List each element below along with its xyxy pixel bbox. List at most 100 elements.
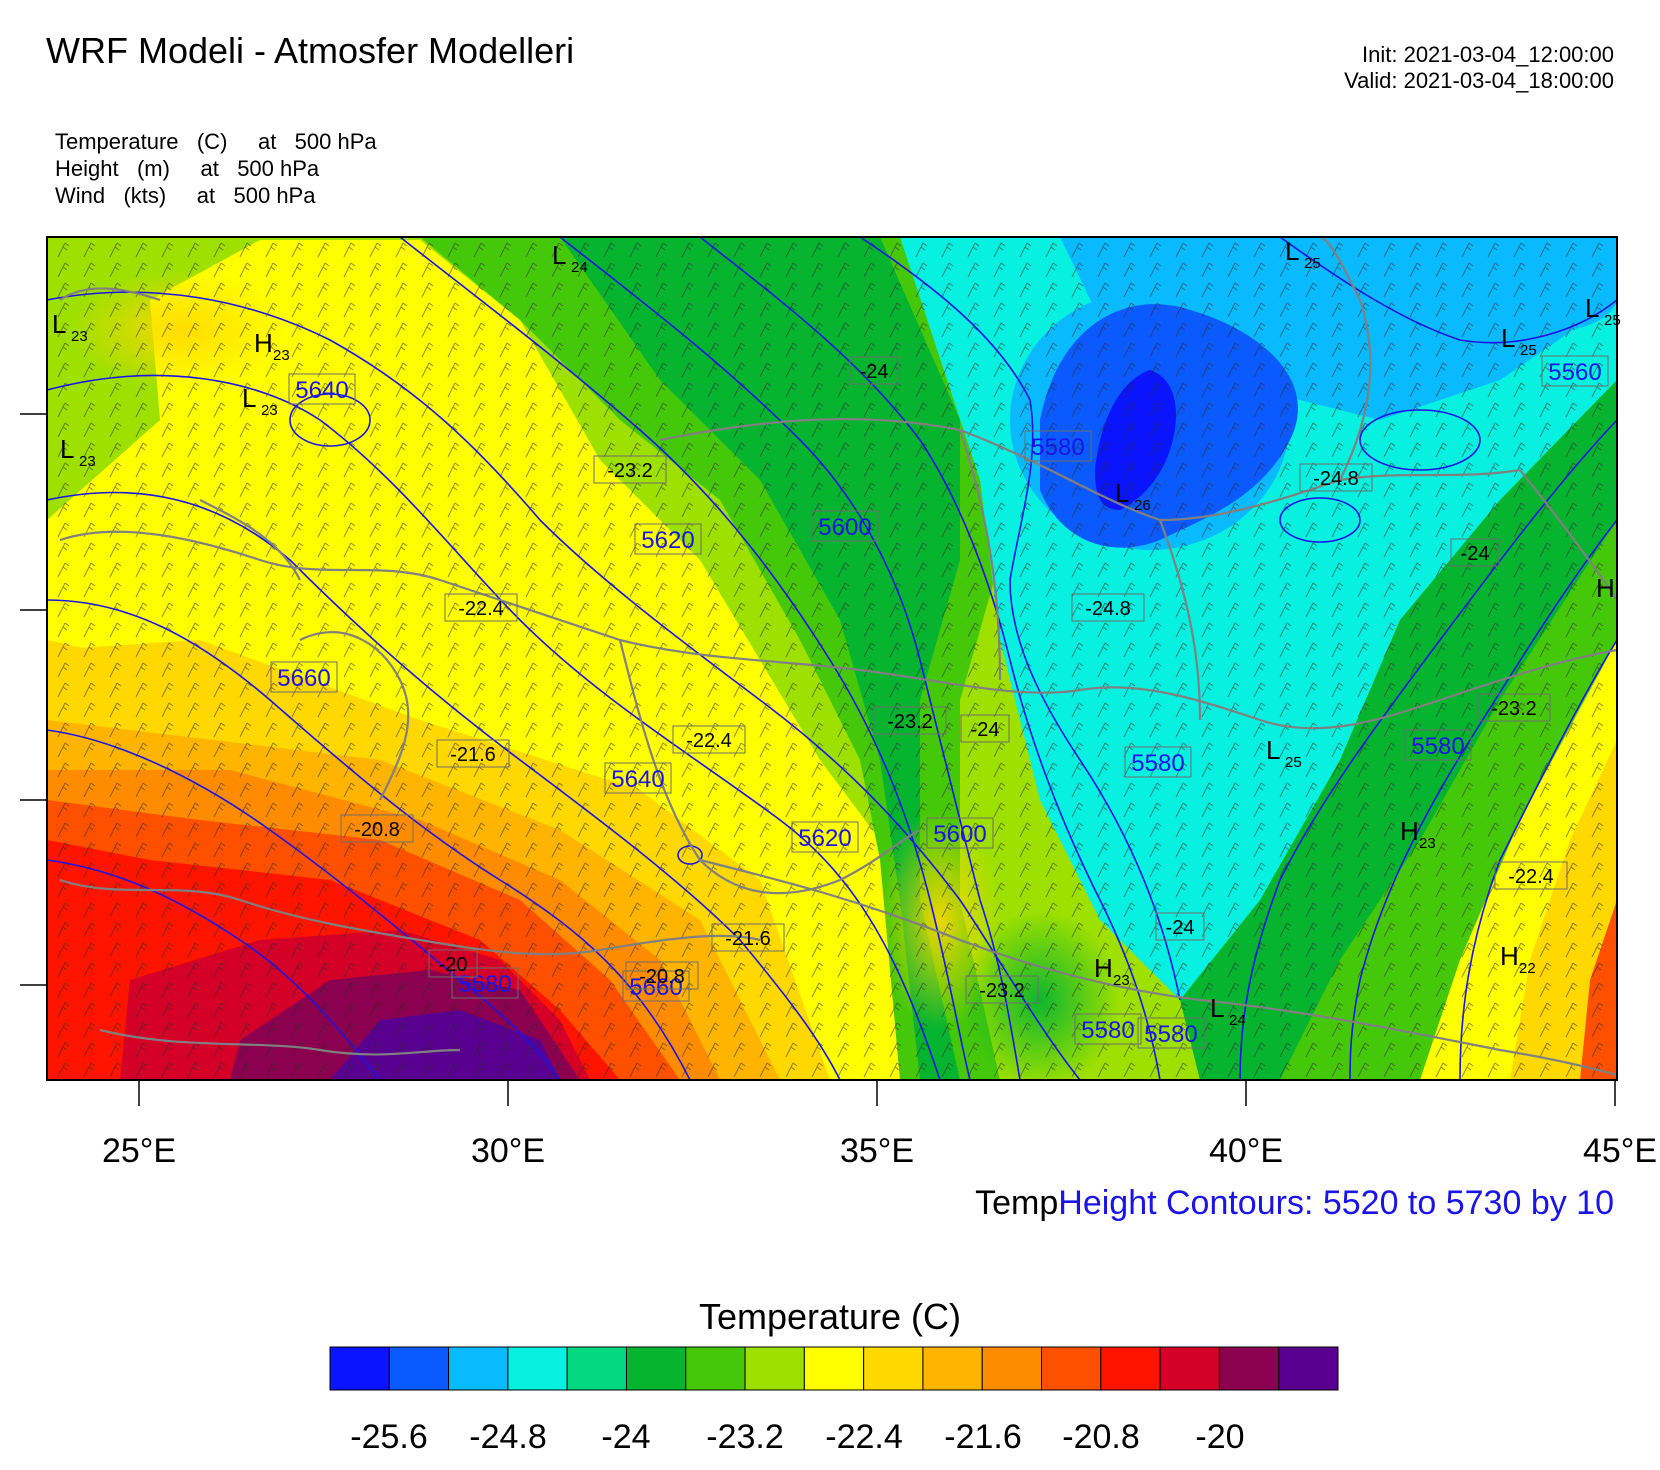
- colorbar-swatch: [625, 1346, 687, 1391]
- height-label: 5680: [458, 971, 511, 998]
- height-label-box: [622, 970, 690, 1002]
- valid-time: Valid: 2021-03-04_18:00:00: [1344, 68, 1614, 93]
- temp-label-box: [1477, 693, 1551, 722]
- temp-label: -23.2: [1491, 698, 1537, 720]
- pressure-center-value: 24: [571, 259, 588, 276]
- pressure-center-value: 25: [1304, 255, 1321, 272]
- height-label: 5660: [277, 665, 330, 692]
- pressure-center: H: [1596, 573, 1615, 603]
- temp-label: -22.4: [1508, 866, 1554, 888]
- temp-label: -20.8: [354, 819, 400, 841]
- init-time: Init: 2021-03-04_12:00:00: [1362, 42, 1614, 67]
- temp-label-box: [625, 961, 699, 990]
- colorbar-label: -22.4: [825, 1418, 903, 1456]
- pressure-center-value: 25: [1604, 312, 1621, 329]
- temp-label: -22.4: [458, 598, 504, 620]
- pressure-center-value: 26: [1134, 497, 1151, 514]
- temp-label: -24.8: [1313, 468, 1359, 490]
- pressure-center: L: [60, 434, 74, 464]
- map-frame: [46, 236, 1618, 1081]
- temp-label-box: [436, 739, 510, 768]
- temp-label-box: [593, 455, 667, 484]
- lon-label-30e: 30°E: [470, 1132, 546, 1170]
- colorbar-swatch: [1100, 1346, 1161, 1391]
- pressure-center-value: 23: [261, 402, 278, 419]
- colorbar-swatch: [507, 1346, 568, 1391]
- pressure-center: L: [1585, 293, 1599, 323]
- field-height: Height (m) at 500 hPa: [55, 156, 320, 181]
- legend-height: Height Contours: 5520 to 5730 by 10: [1058, 1184, 1614, 1222]
- temp-label-box: [1155, 912, 1205, 941]
- pressure-center: L: [1115, 478, 1129, 508]
- colorbar-swatch: [922, 1346, 983, 1391]
- temp-label-box: [1299, 463, 1373, 492]
- temp-label: -22.4: [686, 730, 732, 752]
- colorbar-swatch: [388, 1346, 450, 1391]
- pressure-center-value: 23: [79, 453, 96, 470]
- temp-label: -23.2: [887, 711, 933, 733]
- temp-label-box: [428, 949, 478, 978]
- temp-label-box: [1494, 861, 1568, 890]
- pressure-center: H: [1400, 816, 1419, 846]
- height-label: 5580: [1411, 733, 1464, 760]
- legend-temp: Temp: [975, 1184, 1059, 1222]
- colorbar-swatch: [1278, 1346, 1339, 1391]
- colorbar-swatch: [1159, 1346, 1220, 1391]
- pressure-center: L: [1501, 323, 1515, 353]
- pressure-center-value: 23: [1419, 835, 1436, 852]
- colorbar-swatch: [1041, 1346, 1102, 1391]
- temp-label: -21.6: [725, 928, 771, 950]
- height-label: 5580: [1131, 750, 1184, 777]
- pressure-center-value: 25: [1285, 754, 1302, 771]
- colorbar-swatch: [981, 1346, 1043, 1391]
- height-label-box: [634, 523, 702, 555]
- temp-label-box: [1071, 593, 1145, 622]
- colorbar-swatch: [685, 1346, 746, 1391]
- field-wind: Wind (kts) at 500 hPa: [55, 183, 316, 208]
- lon-label-45e: 45°E: [1582, 1132, 1658, 1170]
- height-label-box: [1137, 1017, 1205, 1049]
- pressure-center: H: [1094, 953, 1113, 983]
- height-label: 5580: [1144, 1021, 1197, 1048]
- height-label: 5660: [629, 974, 682, 1001]
- chart-title: WRF Modeli - Atmosfer Modelleri: [46, 30, 575, 71]
- height-label: 5600: [818, 514, 871, 541]
- colorbar-swatch: [448, 1346, 509, 1391]
- temp-label-box: [672, 725, 746, 754]
- lon-label-40e: 40°E: [1208, 1132, 1284, 1170]
- colorbar-swatch: [744, 1346, 805, 1391]
- colorbar: [329, 1346, 1339, 1391]
- temp-label: -24.8: [1085, 598, 1131, 620]
- temp-label: -21.6: [450, 744, 496, 766]
- pressure-center-value: 22: [1519, 960, 1536, 977]
- pressure-center-value: 23: [273, 347, 290, 364]
- height-label-box: [270, 661, 338, 693]
- height-label: 5640: [611, 766, 664, 793]
- height-label: 5620: [641, 527, 694, 554]
- height-label-box: [811, 510, 879, 542]
- temp-label-box: [444, 593, 518, 622]
- pressure-center: H: [254, 328, 273, 358]
- temp-label-box: [711, 923, 785, 952]
- temp-label: -24: [971, 719, 1000, 741]
- temp-label: -24: [1166, 917, 1195, 939]
- temperature-labels: -24 -23.2 -24.8 -24 -22.4 -24.8 -23.2 -24 -22.4 -…: [340, 356, 1568, 1004]
- colorbar-label: -24: [601, 1418, 651, 1456]
- height-contours: [47, 237, 1617, 1080]
- temp-label-box: [849, 356, 899, 385]
- temp-label-box: [965, 975, 1039, 1004]
- colorbar-swatch: [803, 1346, 865, 1391]
- colorbar-swatch: [1218, 1346, 1280, 1391]
- pressure-center: L: [52, 309, 66, 339]
- height-label-box: [1074, 1013, 1142, 1045]
- height-label-box: [1541, 355, 1609, 387]
- run-times: Init: 2021-03-04_12:00:00 Valid: 2021-03…: [1344, 42, 1614, 94]
- temp-label-box: [960, 714, 1010, 743]
- pressure-center-value: 23: [1113, 972, 1130, 989]
- height-label-box: [791, 821, 859, 853]
- colorbar-label: -21.6: [944, 1418, 1022, 1456]
- pressure-center-value: 24: [1229, 1012, 1246, 1029]
- pressure-center: L: [1266, 735, 1280, 765]
- lon-label-35e: 35°E: [839, 1132, 915, 1170]
